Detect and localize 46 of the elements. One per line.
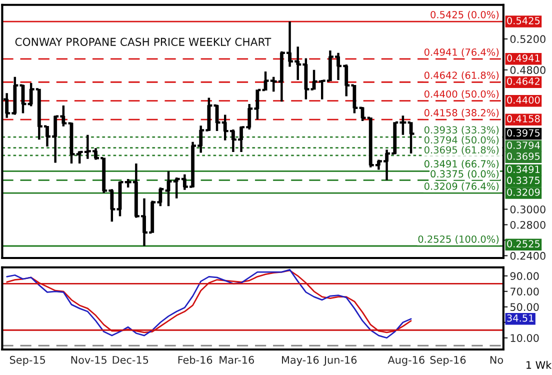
text: 1 Wk	[526, 360, 552, 369]
ref-line-label: 0.5425 (0.0%)	[430, 10, 499, 20]
y-tick-label: 0.4800	[510, 66, 546, 74]
text: CONWAY PROPANE CASH PRICE WEEKLY CHART	[15, 38, 272, 46]
y-tick-label: 0.5200	[510, 35, 546, 44]
x-tick-label: Aug-16	[388, 356, 424, 366]
x-tick-label: Mar-16	[220, 356, 254, 364]
ref-line-label: 0.4941 (76.4%)	[424, 48, 499, 57]
ref-line-label: 0.3491 (66.7%)	[424, 160, 499, 169]
annotation: 0.4642	[507, 78, 540, 85]
y-tick-label: 10.00	[510, 334, 539, 342]
x-tick-label: Dec-15	[112, 356, 148, 364]
annotation: 0.3209	[507, 188, 540, 196]
ref-line-label: 0.3375 (0.0%)	[430, 170, 499, 179]
ref-line-label: 0.3209 (76.4%)	[424, 182, 499, 192]
annotation: 0.3794	[507, 142, 540, 149]
annotation: 0.3695	[507, 152, 540, 160]
annotation: 0.3975	[507, 129, 540, 137]
annotation: 0.4158	[507, 115, 540, 122]
ref-line-label: 0.2525 (100.0%)	[418, 235, 499, 244]
y-tick-label: 90.00	[510, 272, 539, 280]
annotation: 0.3375	[507, 176, 540, 184]
ref-line-label: 0.4642 (61.8%)	[424, 71, 499, 80]
ref-line-label: 0.4400 (50.0%)	[424, 90, 499, 99]
y-tick-label: 0.2400	[510, 252, 546, 260]
annotation: 0.4941	[507, 54, 540, 62]
y-tick-label: 70.00	[510, 288, 539, 296]
x-tick-label: May-16	[282, 356, 319, 366]
annotation: 0.4400	[507, 96, 540, 104]
y-tick-label: 0.2800	[510, 220, 546, 229]
ref-line-label: 0.4158 (38.2%)	[424, 108, 499, 118]
annotation: 0.3491	[507, 166, 540, 174]
y-tick-label: 0.3000	[510, 205, 546, 214]
ref-line-label: 0.3695 (61.8%)	[424, 146, 499, 155]
x-tick-label: Jun-16	[323, 356, 357, 366]
x-tick-label: Sep-16	[430, 356, 466, 366]
ref-line-label: 0.3794 (50.0%)	[424, 136, 499, 145]
x-tick-label: Feb-16	[178, 356, 212, 364]
x-tick-label: Sep-15	[10, 356, 46, 366]
annotation: 0.5425	[507, 16, 540, 24]
y-tick-label: 50.00	[510, 303, 539, 311]
annotation: 0.2525	[507, 240, 540, 248]
ref-line-label: 0.3933 (33.3%)	[424, 126, 499, 135]
annotation: 34.51	[507, 314, 534, 322]
x-tick-label: Nov-15	[71, 356, 106, 364]
x-tick-label: No	[490, 356, 504, 364]
